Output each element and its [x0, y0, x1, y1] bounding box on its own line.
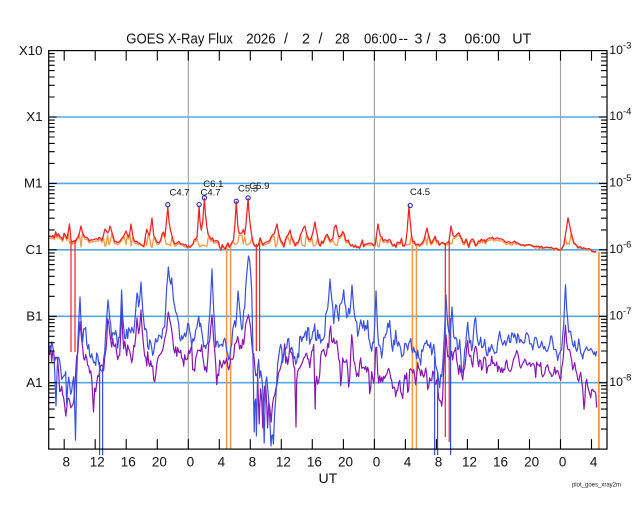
- svg-text:16: 16: [121, 455, 136, 470]
- svg-text:UT: UT: [512, 32, 531, 48]
- svg-text:28: 28: [335, 31, 350, 47]
- svg-text:M1: M1: [24, 176, 42, 191]
- svg-text:C1: C1: [26, 242, 43, 257]
- svg-text:16: 16: [493, 455, 508, 470]
- svg-text:C4.5: C4.5: [410, 187, 430, 198]
- svg-text:plot_goes_xray2m: plot_goes_xray2m: [572, 482, 621, 488]
- svg-text:06:00: 06:00: [364, 31, 397, 47]
- svg-text:4: 4: [404, 455, 412, 470]
- svg-text:GOES X-Ray Flux: GOES X-Ray Flux: [126, 31, 233, 47]
- svg-text:B1: B1: [26, 309, 42, 324]
- svg-text:20: 20: [338, 455, 353, 470]
- svg-text:4: 4: [590, 455, 598, 470]
- svg-text:/: /: [284, 32, 288, 48]
- svg-text:0: 0: [373, 455, 381, 470]
- svg-text:C4.7: C4.7: [170, 187, 190, 198]
- svg-text:20: 20: [152, 455, 167, 470]
- svg-text:8: 8: [435, 455, 443, 470]
- svg-text:C4.7: C4.7: [201, 188, 221, 199]
- svg-text:12: 12: [462, 455, 477, 470]
- svg-text:16: 16: [307, 455, 322, 470]
- svg-text:0: 0: [187, 455, 195, 470]
- svg-text:/: /: [427, 32, 431, 48]
- svg-text:8: 8: [63, 455, 71, 470]
- svg-text:3: 3: [415, 32, 423, 48]
- svg-text:0: 0: [559, 455, 567, 470]
- svg-text:A1: A1: [26, 375, 42, 390]
- svg-text:X10: X10: [19, 43, 43, 58]
- svg-text:2026: 2026: [246, 31, 276, 47]
- svg-text:4: 4: [218, 455, 226, 470]
- svg-text:/: /: [319, 32, 323, 48]
- svg-text:UT: UT: [319, 470, 338, 486]
- svg-text:8: 8: [249, 455, 257, 470]
- svg-text:C5.3: C5.3: [238, 184, 258, 195]
- svg-text:C5.9: C5.9: [249, 181, 269, 192]
- svg-text:X1: X1: [26, 109, 42, 124]
- svg-text:C6.1: C6.1: [203, 179, 223, 190]
- svg-text:12: 12: [276, 455, 291, 470]
- svg-text:12: 12: [90, 455, 105, 470]
- svg-text:2: 2: [302, 32, 310, 48]
- svg-text:06:00: 06:00: [464, 32, 500, 48]
- svg-text:3: 3: [439, 32, 447, 48]
- svg-text:20: 20: [524, 455, 539, 470]
- svg-text:--: --: [399, 32, 409, 48]
